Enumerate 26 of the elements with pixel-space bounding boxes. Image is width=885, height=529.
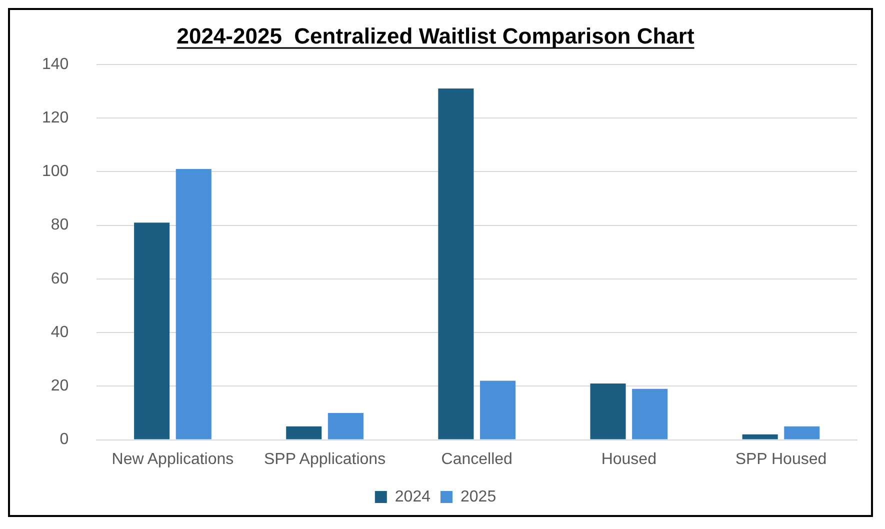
y-tick-label: 40 <box>50 324 69 341</box>
x-tick-label: SPP Housed <box>735 450 827 468</box>
legend-label: 2024 <box>394 488 431 506</box>
bar <box>328 412 364 440</box>
bar <box>742 434 778 440</box>
x-tick-label: SPP Applications <box>264 450 386 468</box>
bar <box>286 426 322 440</box>
y-tick-label: 80 <box>50 216 69 234</box>
legend-label: 2025 <box>460 488 496 506</box>
y-tick-label: 140 <box>42 56 69 73</box>
y-tick-label: 20 <box>50 378 69 395</box>
y-tick-label: 0 <box>60 431 69 448</box>
bar <box>480 380 516 440</box>
bar <box>134 222 170 440</box>
x-tick-label: New Applications <box>112 450 234 468</box>
bar <box>176 168 212 440</box>
x-tick-label: Housed <box>601 450 656 468</box>
bar <box>438 88 474 440</box>
bar <box>590 383 626 440</box>
y-tick-label: 100 <box>42 163 69 180</box>
y-tick-label: 120 <box>42 109 69 126</box>
chart-title: 2024-2025 Centralized Waitlist Comparison Chart <box>176 23 695 48</box>
y-tick-label: 60 <box>50 270 69 288</box>
bar <box>784 426 820 440</box>
bar <box>632 388 668 440</box>
x-tick-label: Cancelled <box>441 450 512 468</box>
